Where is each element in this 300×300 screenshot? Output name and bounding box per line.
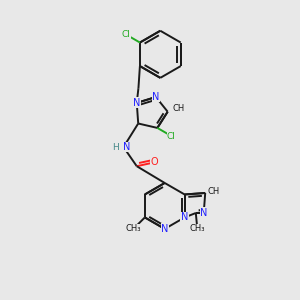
Text: N: N [200, 208, 207, 218]
Text: H: H [112, 142, 119, 152]
Text: N: N [133, 98, 140, 108]
Text: N: N [181, 212, 188, 222]
Text: CH: CH [173, 104, 185, 113]
Text: N: N [161, 224, 168, 234]
Text: Cl: Cl [167, 131, 176, 140]
Text: Cl: Cl [122, 30, 130, 39]
Text: N: N [123, 142, 130, 152]
Text: CH: CH [207, 187, 220, 196]
Text: CH₃: CH₃ [126, 224, 141, 233]
Text: O: O [151, 158, 158, 167]
Text: N: N [152, 92, 160, 102]
Text: CH₃: CH₃ [190, 224, 205, 233]
